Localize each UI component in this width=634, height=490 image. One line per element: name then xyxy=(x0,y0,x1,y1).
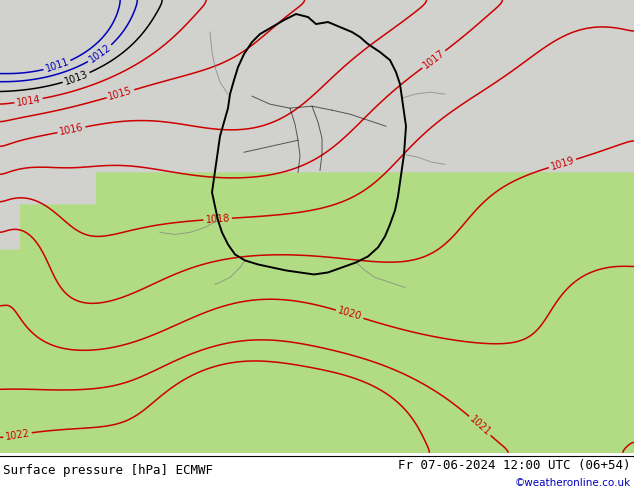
Text: 1014: 1014 xyxy=(16,94,41,108)
Text: 1018: 1018 xyxy=(205,213,230,225)
Text: 1020: 1020 xyxy=(337,306,363,322)
Text: 1012: 1012 xyxy=(87,43,113,65)
Text: 1017: 1017 xyxy=(421,48,446,71)
Text: ©weatheronline.co.uk: ©weatheronline.co.uk xyxy=(515,478,631,489)
Text: 1015: 1015 xyxy=(107,86,134,102)
Text: 1013: 1013 xyxy=(63,69,89,87)
Text: Fr 07-06-2024 12:00 UTC (06+54): Fr 07-06-2024 12:00 UTC (06+54) xyxy=(398,459,631,472)
Text: Surface pressure [hPa] ECMWF: Surface pressure [hPa] ECMWF xyxy=(3,464,213,477)
Text: 1016: 1016 xyxy=(58,122,84,137)
Text: 1022: 1022 xyxy=(4,428,30,442)
Text: 1019: 1019 xyxy=(549,155,576,172)
Text: 1011: 1011 xyxy=(44,57,70,74)
Text: 1021: 1021 xyxy=(467,414,493,438)
